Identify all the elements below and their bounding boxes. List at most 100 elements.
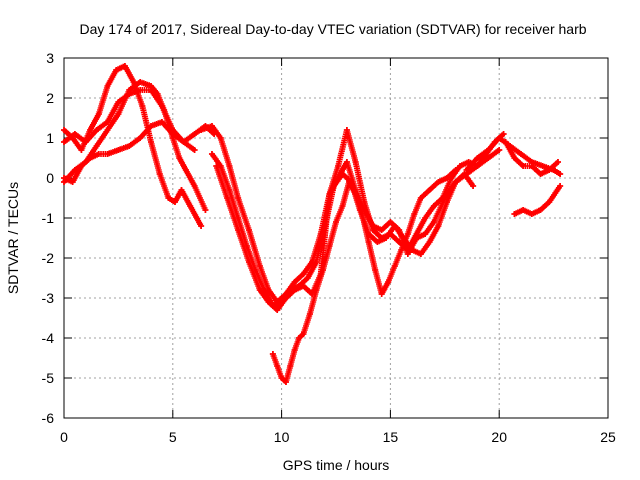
data-point xyxy=(385,279,392,285)
data-point xyxy=(104,151,111,157)
series-track-11 xyxy=(511,183,564,217)
data-point xyxy=(245,227,252,233)
data-point xyxy=(304,275,311,281)
data-point xyxy=(417,251,424,257)
data-point xyxy=(443,175,450,181)
data-point xyxy=(113,67,120,73)
data-point xyxy=(517,151,524,157)
y-tick-label: -1 xyxy=(42,210,55,226)
data-point xyxy=(398,247,405,253)
data-point xyxy=(430,219,437,225)
data-point xyxy=(291,347,298,353)
data-point xyxy=(546,199,553,205)
y-tick-label: 0 xyxy=(46,170,54,186)
data-point xyxy=(278,375,285,381)
data-point xyxy=(148,123,155,129)
data-point xyxy=(404,231,411,237)
data-point xyxy=(306,311,313,317)
data-point xyxy=(511,155,518,161)
data-point xyxy=(171,199,178,205)
data-point xyxy=(291,279,298,285)
data-point xyxy=(148,87,155,93)
data-point xyxy=(383,235,390,241)
data-point xyxy=(82,139,89,145)
data-point xyxy=(87,155,94,161)
data-point xyxy=(256,263,263,269)
data-point xyxy=(326,243,333,249)
data-point xyxy=(121,63,128,69)
axis-ticks: -6 -5 -4 -3 -2 -1 0 1 2 3 0 5 10 15 20 25 xyxy=(42,50,616,445)
data-point xyxy=(300,283,307,289)
data-point xyxy=(391,263,398,269)
data-point xyxy=(156,171,163,177)
data-point xyxy=(126,143,133,149)
data-point xyxy=(61,175,67,181)
y-tick-label: -6 xyxy=(42,410,55,426)
data-point xyxy=(287,363,294,369)
y-tick-label: -2 xyxy=(42,250,55,266)
data-point xyxy=(528,163,535,169)
data-point xyxy=(346,179,353,185)
data-point xyxy=(326,191,333,197)
data-point xyxy=(208,151,215,157)
data-point xyxy=(104,83,111,89)
series-track-10 xyxy=(502,139,561,177)
data-point xyxy=(95,111,102,117)
data-point xyxy=(291,287,298,293)
data-point xyxy=(413,235,420,241)
series-track-2 xyxy=(61,79,209,213)
data-point xyxy=(137,135,144,141)
y-tick-label: 2 xyxy=(46,90,54,106)
data-point xyxy=(470,183,477,189)
data-point xyxy=(404,251,411,257)
data-point xyxy=(93,143,100,149)
data-point xyxy=(78,147,85,153)
x-axis-label: GPS time / hours xyxy=(283,457,390,473)
data-point xyxy=(422,231,429,237)
data-point xyxy=(115,99,122,105)
series-track-3 xyxy=(61,119,218,185)
data-point xyxy=(126,91,133,97)
data-point xyxy=(282,379,289,385)
x-tick-label: 5 xyxy=(169,429,177,445)
data-point xyxy=(296,335,303,341)
data-point xyxy=(463,167,470,173)
data-point xyxy=(137,87,144,93)
data-point xyxy=(115,147,122,153)
y-tick-label: -3 xyxy=(42,290,55,306)
data-point xyxy=(61,139,67,145)
data-point xyxy=(226,163,233,169)
data-point xyxy=(378,227,385,233)
data-point xyxy=(313,287,320,293)
data-point xyxy=(496,135,503,141)
data-point xyxy=(71,131,78,137)
data-point xyxy=(191,183,198,189)
data-point xyxy=(187,203,194,209)
data-point xyxy=(485,155,492,161)
data-point xyxy=(339,203,346,209)
data-point xyxy=(387,219,394,225)
chart-title: Day 174 of 2017, Sidereal Day-to-day VTE… xyxy=(79,21,586,37)
data-point xyxy=(452,167,459,173)
data-point xyxy=(546,167,553,173)
data-point xyxy=(557,171,564,177)
data-point xyxy=(474,163,481,169)
data-point xyxy=(352,159,359,165)
data-point xyxy=(265,299,272,305)
data-point xyxy=(245,259,252,265)
data-point xyxy=(217,135,224,141)
data-point xyxy=(335,163,342,169)
data-point xyxy=(148,139,155,145)
data-point xyxy=(274,363,281,369)
data-series xyxy=(61,63,564,385)
y-axis-label: SDTVAR / TECUs xyxy=(5,182,21,294)
data-point xyxy=(180,139,187,145)
data-point xyxy=(115,111,122,117)
data-point xyxy=(452,179,459,185)
data-point xyxy=(359,211,366,217)
data-point xyxy=(235,195,242,201)
plot-frame xyxy=(63,57,609,419)
y-tick-label: -4 xyxy=(42,330,55,346)
data-point xyxy=(411,211,418,217)
